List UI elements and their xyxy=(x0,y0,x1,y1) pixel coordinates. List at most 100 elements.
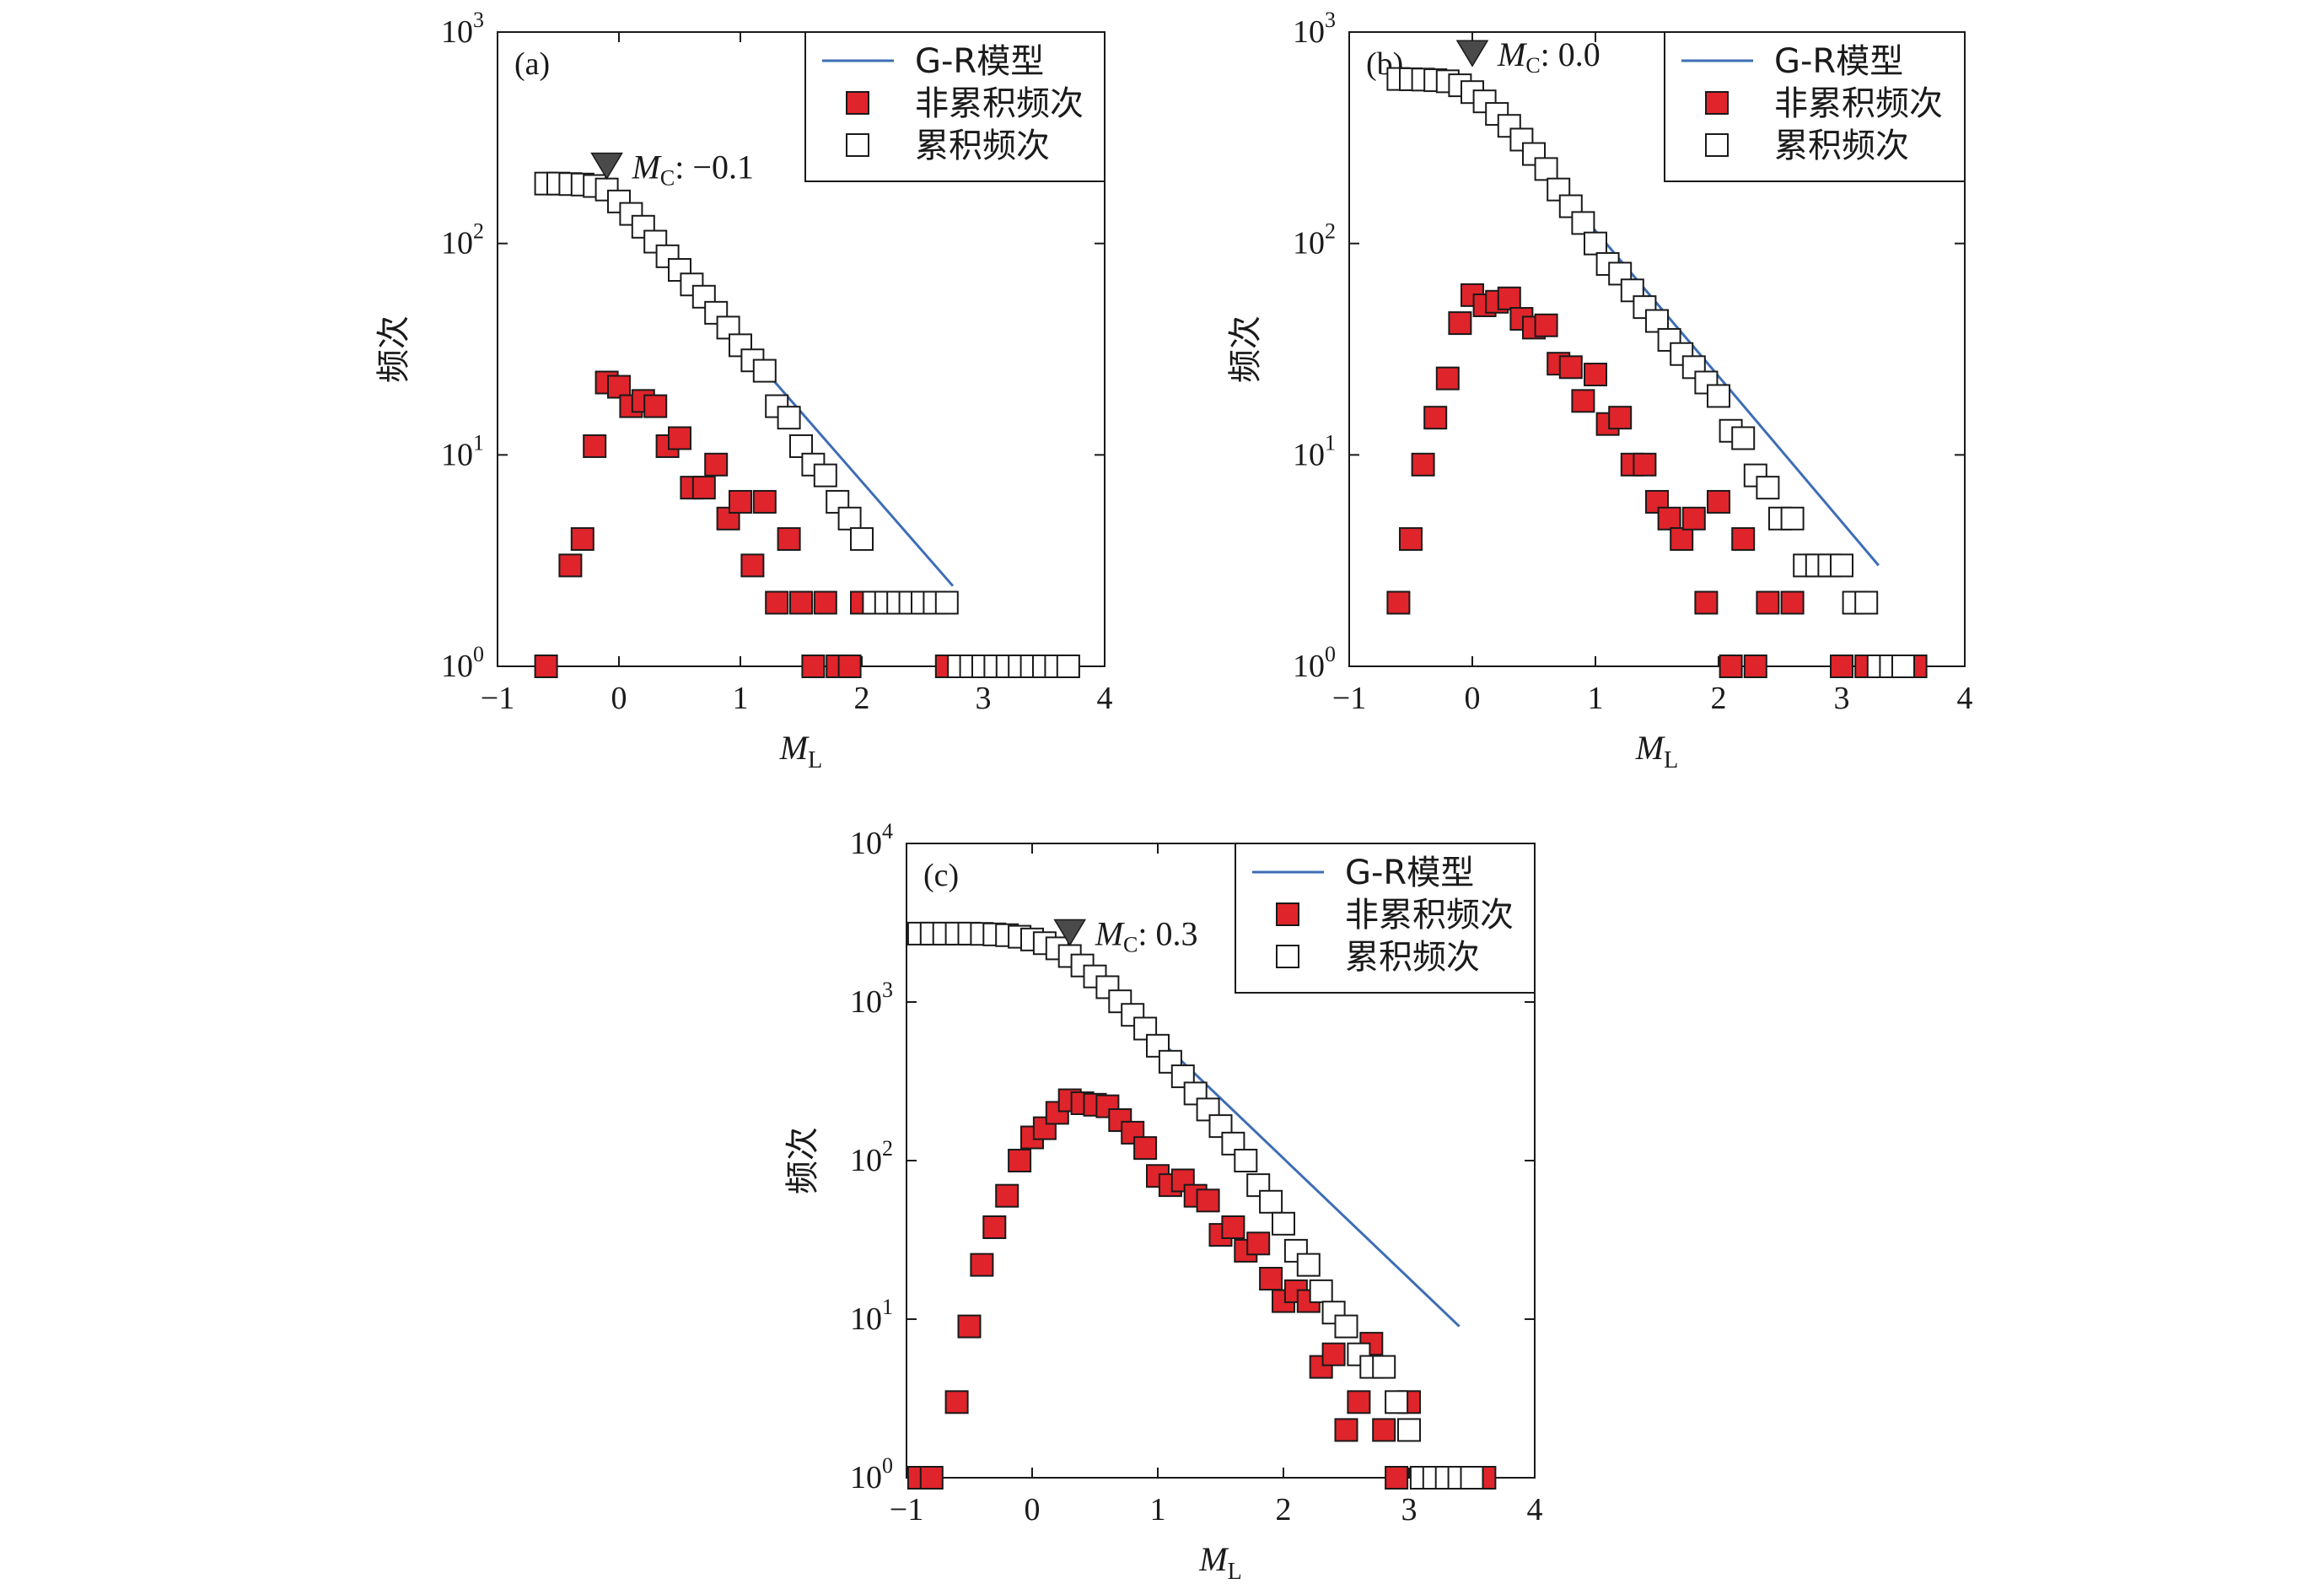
legend-cumulative-swatch xyxy=(846,133,869,157)
mc-label: MC: 0.0 xyxy=(1497,35,1600,78)
noncumulative-point xyxy=(740,553,765,578)
x-tick-label: 3 xyxy=(976,681,992,716)
cumulative-point xyxy=(1321,1301,1346,1325)
panel-label: (a) xyxy=(514,46,550,82)
noncumulative-point xyxy=(1246,1231,1271,1256)
y-tick-label: 101 xyxy=(1293,430,1336,472)
noncumulative-point xyxy=(1221,1215,1245,1240)
noncumulative-point xyxy=(1584,363,1607,387)
cumulative-point xyxy=(1056,655,1080,678)
cumulative-point xyxy=(1372,1355,1396,1379)
noncumulative-point xyxy=(1780,590,1805,615)
cumulative-point xyxy=(704,300,729,325)
noncumulative-point xyxy=(534,655,558,678)
noncumulative-point xyxy=(957,1314,982,1339)
cumulative-point xyxy=(1095,975,1120,999)
y-tick-label: 100 xyxy=(850,1453,893,1495)
x-axis-title: ML xyxy=(779,729,822,773)
y-tick-label: 102 xyxy=(850,1136,893,1178)
cumulative-point xyxy=(1334,1314,1358,1339)
cumulative-point xyxy=(1571,211,1595,235)
legend-noncumulative-swatch xyxy=(1276,902,1299,926)
cumulative-point xyxy=(1830,553,1853,578)
noncumulative-point xyxy=(1571,389,1595,413)
x-tick-label: 2 xyxy=(854,681,870,716)
noncumulative-point xyxy=(1534,313,1558,337)
noncumulative-point xyxy=(919,1466,944,1490)
cumulative-point xyxy=(752,358,777,383)
noncumulative-point xyxy=(1497,286,1521,310)
legend-cumulative-label: 累积频次 xyxy=(915,127,1050,165)
noncumulative-point xyxy=(1347,1390,1371,1414)
noncumulative-point xyxy=(982,1215,1007,1240)
cumulative-point xyxy=(1170,1064,1195,1089)
x-tick-label: 3 xyxy=(1834,681,1850,716)
y-tick-label: 103 xyxy=(850,978,893,1020)
cumulative-point xyxy=(1121,1003,1145,1027)
cumulative-point xyxy=(934,590,959,615)
panel-label: (c) xyxy=(923,858,959,893)
noncumulative-point xyxy=(1108,1108,1132,1133)
cumulative-point xyxy=(777,406,801,430)
cumulative-point xyxy=(1385,1390,1409,1414)
noncumulative-point xyxy=(1411,452,1435,477)
noncumulative-point xyxy=(1385,1466,1409,1490)
cumulative-point xyxy=(1108,989,1132,1014)
noncumulative-point xyxy=(1435,366,1460,391)
cumulative-point xyxy=(1633,295,1657,320)
legend-cumulative-label: 累积频次 xyxy=(1774,127,1909,165)
legend-gr-model-label: G-R模型 xyxy=(915,42,1044,81)
cumulative-point xyxy=(1146,1033,1170,1058)
noncumulative-point xyxy=(1423,406,1448,430)
y-tick-label: 103 xyxy=(1293,8,1336,50)
x-tick-label: −1 xyxy=(890,1492,923,1527)
noncumulative-point xyxy=(1633,452,1657,477)
legend-noncumulative-swatch xyxy=(846,91,869,115)
x-tick-label: 4 xyxy=(1957,681,1973,716)
x-axis-title: ML xyxy=(1198,1540,1241,1584)
x-tick-label: 1 xyxy=(1150,1492,1166,1527)
x-tick-label: 1 xyxy=(733,681,749,716)
noncumulative-point xyxy=(1830,655,1853,678)
noncumulative-point xyxy=(995,1183,1019,1208)
cumulative-point xyxy=(1259,1189,1283,1214)
noncumulative-point xyxy=(1743,655,1767,678)
noncumulative-point xyxy=(1334,1418,1358,1442)
noncumulative-point xyxy=(1645,489,1669,514)
noncumulative-point xyxy=(607,374,631,399)
noncumulative-point xyxy=(558,553,583,578)
legend-noncumulative-label: 非累积频次 xyxy=(1774,84,1943,123)
noncumulative-point xyxy=(777,527,801,552)
cumulative-point xyxy=(1854,590,1879,615)
y-tick-label: 102 xyxy=(1293,219,1336,261)
cumulative-point xyxy=(850,527,874,552)
mc-triangle-marker xyxy=(590,152,623,180)
legend-noncumulative-swatch xyxy=(1705,91,1729,115)
cumulative-point xyxy=(1657,327,1681,352)
noncumulative-point xyxy=(1608,406,1633,430)
panel-a: −1 0 1 2 3 4 100 101 102 103 ML 频次 (a) MC: −0.1 G-R模型非… xyxy=(374,8,1113,773)
legend-gr-model-label: G-R模型 xyxy=(1345,854,1474,892)
y-tick-label: 101 xyxy=(441,430,484,472)
noncumulative-point xyxy=(1386,590,1411,615)
cumulative-point xyxy=(1780,506,1805,531)
panel-c: −1 0 1 2 3 4 100 101 102 103 104 ML 频次 (c) MC: 0.3 G-R模… xyxy=(783,819,1543,1584)
noncumulative-point xyxy=(1259,1267,1283,1291)
noncumulative-point xyxy=(1448,311,1472,336)
noncumulative-point xyxy=(1657,506,1681,531)
noncumulative-point xyxy=(765,590,789,615)
cumulative-point xyxy=(1584,231,1607,256)
x-tick-label: 2 xyxy=(1276,1492,1292,1527)
x-tick-label: −1 xyxy=(1332,681,1366,716)
cumulative-point xyxy=(1272,1211,1295,1236)
y-tick-label: 100 xyxy=(1293,642,1336,684)
noncumulative-point xyxy=(1321,1342,1346,1366)
plot-frame xyxy=(1348,31,1966,667)
y-tick-label: 101 xyxy=(850,1295,893,1337)
x-tick-label: 4 xyxy=(1097,681,1113,716)
x-tick-label: 1 xyxy=(1588,681,1604,716)
y-tick-label: 103 xyxy=(441,8,484,50)
noncumulative-point xyxy=(691,476,716,500)
